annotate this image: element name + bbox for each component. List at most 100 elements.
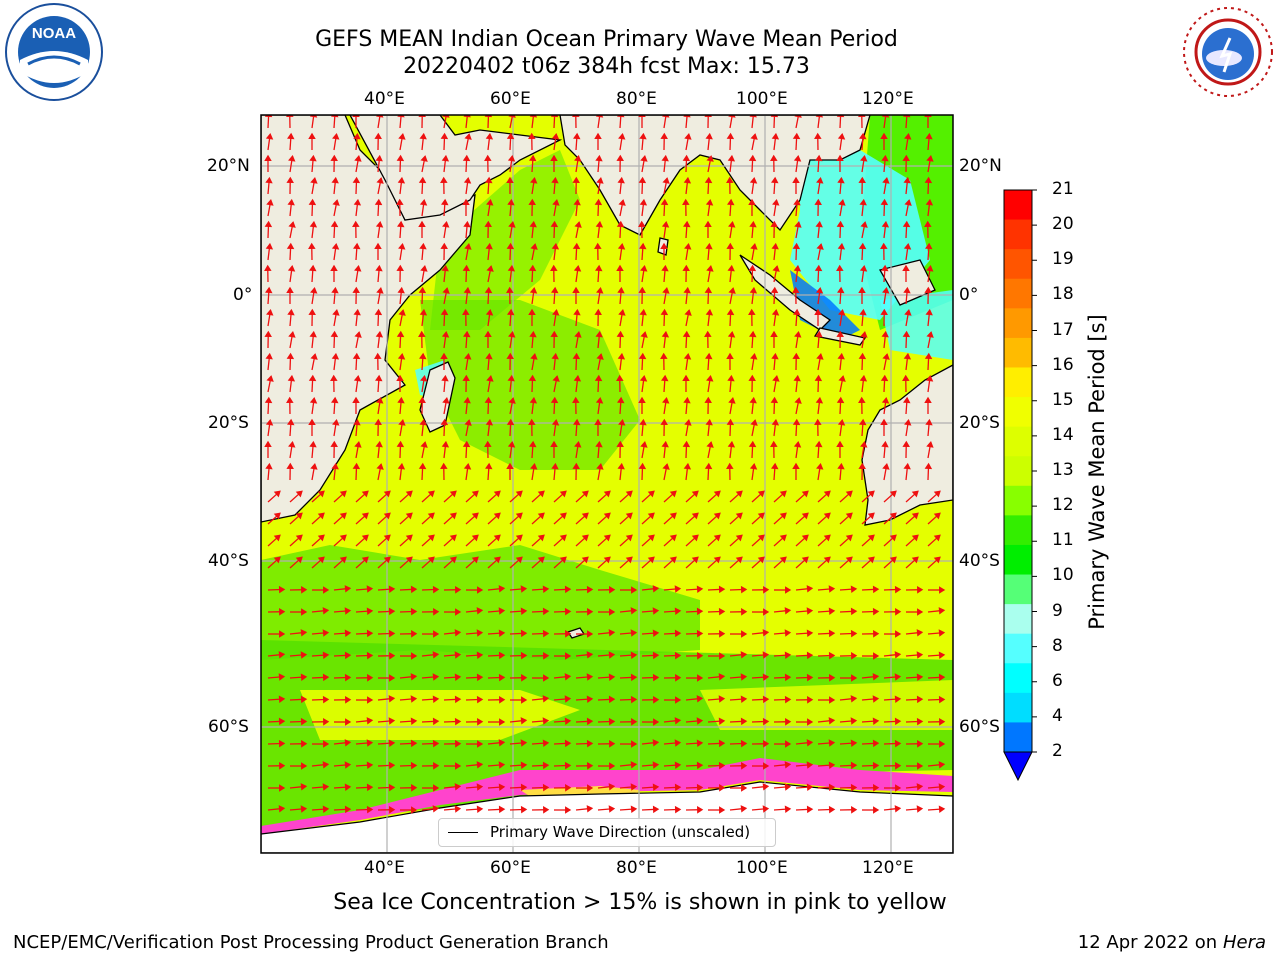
- wave-arrow: [817, 115, 821, 129]
- wave-arrow-head: [507, 374, 515, 382]
- lon-tick-bottom-80: 80°E: [616, 858, 657, 878]
- map-legend: Primary Wave Direction (unscaled): [438, 818, 776, 847]
- wave-arrow-head: [354, 331, 362, 338]
- wave-arrow-head: [508, 330, 516, 338]
- wave-arrow-head: [749, 220, 757, 228]
- colorbar-under-extend: [1003, 751, 1033, 782]
- wave-arrow-head: [574, 440, 582, 448]
- wave-arrow-head: [559, 556, 567, 564]
- wave-arrow-head: [551, 418, 560, 426]
- wave-arrow-head: [301, 740, 308, 748]
- wave-arrow-head: [520, 585, 528, 593]
- wave-arrow-head: [836, 220, 845, 228]
- wave-arrow-head: [793, 154, 802, 162]
- wave-arrow-head: [748, 374, 756, 381]
- colorbar-tick-label: 15: [1052, 389, 1074, 410]
- wave-arrow-head: [344, 651, 352, 660]
- wave-arrow-head: [507, 308, 515, 316]
- wave-arrow-head: [308, 418, 316, 425]
- wave-arrow-head: [471, 534, 479, 542]
- wave-arrow-head: [740, 585, 748, 594]
- wave-arrow-head: [938, 607, 946, 615]
- wave-arrow-head: [551, 286, 559, 294]
- wave-arrow-head: [520, 651, 528, 660]
- wave-arrow-head: [682, 154, 691, 162]
- wave-arrow-head: [911, 512, 919, 520]
- wave-arrow-head: [771, 352, 779, 360]
- wave-arrow-head: [463, 176, 472, 184]
- wave-arrow-head: [353, 198, 362, 206]
- wave-arrow-head: [858, 462, 866, 469]
- wave-arrow-head: [344, 805, 352, 814]
- wave-arrow-head: [440, 462, 448, 469]
- wave-arrow-head: [388, 695, 396, 703]
- wave-arrow-head: [696, 585, 704, 593]
- wave-arrow-head: [508, 397, 516, 404]
- wave-arrow-head: [388, 585, 396, 593]
- wave-arrow-head: [661, 154, 669, 162]
- wave-arrow-head: [463, 330, 471, 338]
- wave-arrow-head: [763, 740, 770, 748]
- wave-arrow-head: [806, 607, 814, 615]
- wave-arrow-head: [838, 198, 846, 206]
- wave-arrow-head: [859, 198, 867, 206]
- wave-arrow-head: [330, 154, 338, 161]
- wave-arrow-head: [374, 198, 383, 206]
- wave-arrow-head: [528, 264, 537, 272]
- wave-arrow-head: [696, 607, 704, 616]
- wave-arrow-head: [366, 783, 374, 792]
- colorbar-swatch: [1004, 308, 1032, 339]
- wave-arrow-head: [310, 176, 318, 184]
- wave-arrow-head: [322, 651, 330, 659]
- wave-arrow-head: [265, 242, 274, 250]
- wave-arrow: [685, 115, 688, 129]
- wave-arrow-head: [418, 462, 427, 470]
- wave-arrow-head: [925, 132, 933, 140]
- wave-arrow-head: [572, 352, 581, 360]
- wave-arrow-head: [784, 805, 792, 813]
- wave-arrow-head: [735, 512, 743, 520]
- wave-arrow-head: [521, 696, 528, 704]
- wave-arrow-head: [904, 308, 912, 316]
- wave-arrow-head: [484, 154, 492, 161]
- wave-arrow-head: [718, 695, 726, 703]
- lon-tick-top-80: 80°E: [616, 89, 657, 109]
- wave-arrow-head: [542, 695, 550, 703]
- wave-arrow-head: [551, 352, 559, 360]
- wave-arrow-head: [837, 352, 845, 360]
- wave-arrow-head: [352, 176, 361, 184]
- wave-arrow-head: [464, 133, 472, 140]
- wave-arrow-head: [528, 132, 536, 139]
- wave-arrow-head: [618, 132, 626, 140]
- colorbar: [1003, 189, 1037, 782]
- wave-arrow-head: [528, 308, 536, 315]
- wave-arrow-head: [418, 396, 426, 403]
- wave-arrow-head: [741, 762, 748, 770]
- wave-arrow-head: [801, 490, 809, 498]
- wave-arrow-head: [520, 717, 528, 725]
- wave-arrow-head: [691, 490, 699, 498]
- wave-arrow-head: [530, 243, 538, 250]
- wave-arrow-head: [661, 220, 670, 228]
- wave-arrow-head: [484, 440, 492, 447]
- lat-tick-left-60s: 60°S: [208, 717, 249, 737]
- wave-arrow-head: [660, 198, 669, 206]
- wave-arrow-head: [806, 783, 814, 791]
- wave-arrow-head: [771, 308, 780, 316]
- wave-arrow-head: [903, 286, 911, 294]
- wave-arrow-head: [419, 418, 427, 426]
- wave-arrow-head: [609, 608, 616, 616]
- lat-tick-right-40s: 40°S: [959, 551, 1000, 571]
- wave-arrow-head: [661, 440, 669, 448]
- wave-arrow-head: [594, 242, 602, 249]
- wave-arrow-head: [749, 286, 758, 294]
- wave-arrow-head: [792, 132, 801, 140]
- ice-edge-pink: [261, 758, 953, 834]
- wave-arrow-head: [273, 490, 281, 498]
- wave-arrow-head: [652, 783, 660, 791]
- wave-arrow-head: [872, 585, 880, 594]
- wave-arrow-head: [594, 308, 602, 315]
- wave-arrow-head: [926, 440, 934, 448]
- wave-arrow-head: [660, 308, 669, 316]
- wave-arrow-head: [352, 286, 360, 293]
